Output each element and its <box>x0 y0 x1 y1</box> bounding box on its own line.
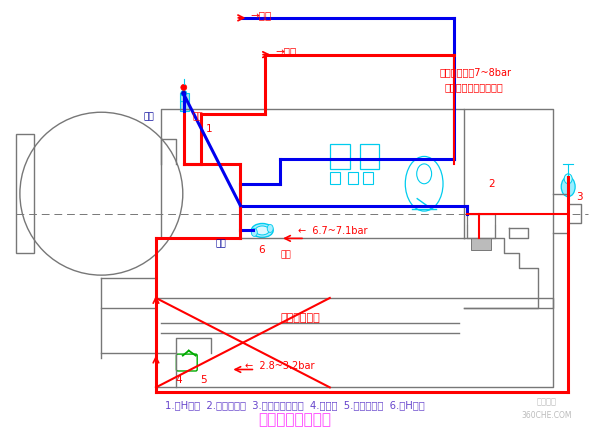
Text: 红色: 红色 <box>280 251 291 260</box>
Bar <box>16 134 34 253</box>
Circle shape <box>181 84 187 90</box>
Text: 由主机厂自备: 由主机厂自备 <box>280 313 320 323</box>
Text: ←  2.8~3.2bar: ← 2.8~3.2bar <box>245 360 315 371</box>
Text: 1: 1 <box>206 124 212 134</box>
Bar <box>362 172 373 184</box>
Ellipse shape <box>251 223 273 238</box>
Text: 4: 4 <box>176 375 182 386</box>
Text: 卡车之家: 卡车之家 <box>536 398 556 407</box>
Text: 压缩空气入口7~8bar: 压缩空气入口7~8bar <box>439 68 511 77</box>
Ellipse shape <box>561 177 575 197</box>
Ellipse shape <box>256 226 269 235</box>
Bar <box>180 101 189 111</box>
Bar <box>359 144 379 169</box>
Bar <box>471 238 491 250</box>
Text: 红色: 红色 <box>193 113 203 122</box>
Text: 2: 2 <box>489 179 496 189</box>
Text: ←  6.7~7.1bar: ← 6.7~7.1bar <box>298 226 368 236</box>
Text: 6: 6 <box>258 245 265 256</box>
Text: 3: 3 <box>576 192 583 202</box>
Ellipse shape <box>267 224 273 232</box>
Ellipse shape <box>251 229 257 236</box>
Text: 黑色: 黑色 <box>143 113 154 122</box>
Text: →高档: →高档 <box>250 10 272 20</box>
Text: 360CHE.COM: 360CHE.COM <box>521 411 572 420</box>
Text: 5: 5 <box>200 375 207 386</box>
Text: →低档: →低档 <box>275 47 296 56</box>
Text: （来自汽车的储气罐）: （来自汽车的储气罐） <box>444 83 503 92</box>
Bar <box>347 172 358 184</box>
Circle shape <box>181 90 187 96</box>
Bar <box>180 93 189 101</box>
Text: 黑色: 黑色 <box>215 239 226 248</box>
Text: 1.双H气阀  2.范围档气缸  3.空气滤清调节器  4.空气阀  5.离合器踏板  6.单H气阀: 1.双H气阀 2.范围档气缸 3.空气滤清调节器 4.空气阀 5.离合器踏板 6… <box>165 400 425 410</box>
Ellipse shape <box>564 174 572 184</box>
Bar <box>330 172 340 184</box>
Bar <box>467 214 494 238</box>
Bar <box>330 144 350 169</box>
Text: 变速器气路示意图: 变速器气路示意图 <box>259 412 332 427</box>
